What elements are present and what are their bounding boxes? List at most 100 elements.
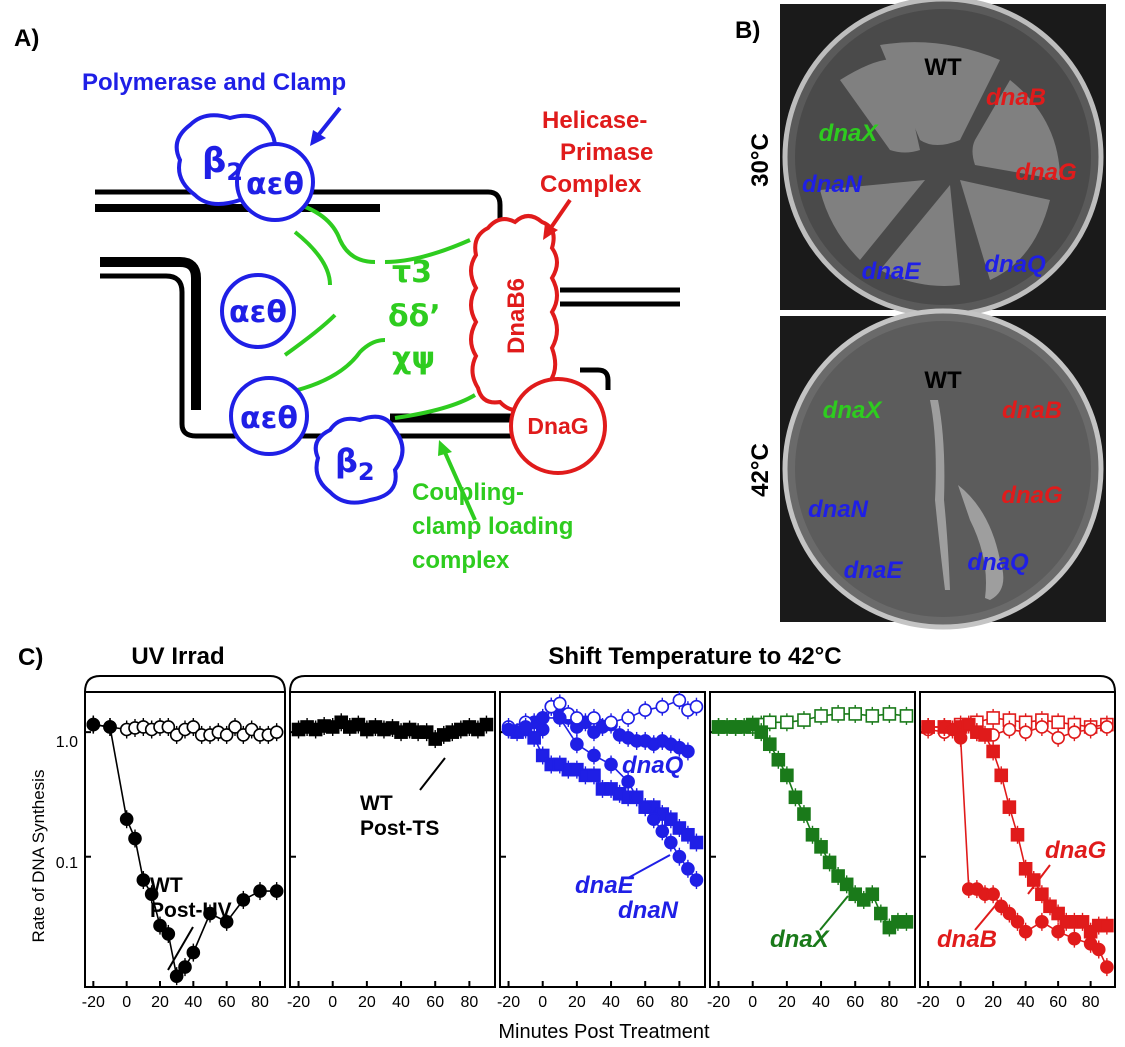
- data-point-1-1-5: [144, 887, 159, 902]
- data-point-3-3-12: [664, 835, 678, 850]
- data-point-5-1-9: [1067, 725, 1082, 739]
- subplot-5: -20 0 20 40 60 80: [917, 708, 1114, 1011]
- annot-dnaE: dnaE: [575, 872, 635, 899]
- data-point-4-1-5: [754, 725, 769, 739]
- data-point-4-1-11: [805, 827, 820, 842]
- x-tick-label-2-2: 20: [358, 994, 376, 1011]
- plate30-dnaQ: dnaQ: [984, 251, 1046, 278]
- data-point-5-3-9: [1002, 906, 1017, 921]
- data-point-1-1-8: [169, 969, 184, 983]
- polymerase-arrow: [314, 106, 342, 140]
- data-point-3-3-8: [629, 790, 644, 805]
- coupling-label-3: complex: [412, 547, 510, 574]
- aet-label-1: αεθ: [246, 167, 304, 202]
- x-tick-label-3-1: 0: [538, 994, 547, 1011]
- data-point-5-0-8: [1051, 715, 1065, 730]
- data-point-3-1-11: [655, 699, 670, 714]
- data-point-1-1-11: [203, 906, 217, 921]
- plate42-dnaN: dnaN: [808, 496, 869, 523]
- coupling-lines: [283, 200, 477, 420]
- panel-b-label: B): [735, 17, 760, 44]
- data-point-4-0-5: [780, 715, 794, 730]
- data-point-3-3-11: [655, 824, 670, 839]
- dnab6-label: DnaB6: [503, 278, 530, 354]
- x-tick-label-5-5: 80: [1082, 994, 1100, 1011]
- subplot-frame-5: [919, 691, 1116, 988]
- data-point-1-1-14: [253, 884, 267, 898]
- tau-label: τ3: [392, 255, 432, 290]
- x-tick-label-3-4: 60: [636, 994, 654, 1011]
- aet-label-3: αεθ: [240, 401, 298, 436]
- x-tick-label-4-1: 0: [748, 994, 757, 1011]
- data-point-3-3-2: [535, 711, 550, 725]
- data-point-5-3-7: [986, 887, 1000, 902]
- subplot-2: -20 0 20 40 60 80: [287, 713, 494, 1011]
- annot-ts-line: [419, 757, 446, 791]
- x-tick-label-3-2: 20: [568, 994, 586, 1011]
- x-tick-label-4-4: 60: [846, 994, 864, 1011]
- data-point-5-2-12: [1035, 887, 1049, 902]
- bracket-shift: [289, 675, 1116, 693]
- subplot-1: -20 0 20 40 60 80: [82, 715, 284, 1011]
- bracket-uv: [84, 675, 286, 693]
- data-point-1-1-9: [178, 960, 192, 974]
- data-point-3-3-10: [646, 812, 661, 827]
- x-tick-label-1-5: 80: [251, 994, 269, 1011]
- x-tick-label-3-0: -20: [497, 994, 520, 1011]
- annot-dnaE-line: [627, 854, 671, 879]
- beta-top: β2: [202, 141, 243, 186]
- x-tick-label-1-0: -20: [82, 994, 105, 1011]
- beta-bottom: β2: [335, 442, 375, 486]
- subplot-4: -20 0 20 40 60 80: [707, 704, 914, 1011]
- data-point-5-1-10: [1083, 722, 1098, 737]
- data-point-1-1-4: [136, 873, 151, 887]
- x-tick-label-2-4: 60: [426, 994, 444, 1011]
- panel-b: B) 30°C 42°C WT dnaX dnaB dnaN dnaG d: [735, 0, 1106, 630]
- plate42-dnaG: dnaG: [1001, 482, 1062, 509]
- plate42-wt: WT: [924, 367, 962, 394]
- data-point-3-1-14: [689, 699, 704, 714]
- data-point-5-3-2: [945, 722, 960, 737]
- data-point-1-1-10: [186, 945, 201, 960]
- data-point-5-2-10: [1018, 861, 1033, 876]
- plate30-dnaE: dnaE: [862, 258, 922, 285]
- data-point-3-3-15: [689, 873, 704, 887]
- x-tick-label-2-3: 40: [392, 994, 410, 1011]
- data-point-4-1-8: [780, 768, 794, 783]
- data-point-1-0-10: [186, 720, 201, 734]
- delta-label: δδ’: [388, 299, 441, 334]
- temp-30-label: 30°C: [747, 133, 774, 187]
- data-point-3-1-4: [552, 696, 567, 711]
- data-point-5-3-14: [1067, 931, 1082, 946]
- data-point-3-0-20: [681, 744, 695, 759]
- data-point-5-2-20: [1100, 918, 1114, 933]
- data-point-1-1-6: [153, 918, 167, 933]
- annot-post-ts: Post-TS: [360, 817, 439, 840]
- data-point-3-3-1: [518, 720, 533, 734]
- plate30-dnaN: dnaN: [802, 171, 863, 198]
- aet-label-2: αεθ: [229, 295, 287, 330]
- coupling-label-2: clamp loading: [412, 513, 573, 540]
- data-point-3-3-9: [638, 800, 653, 814]
- data-point-4-0-6: [797, 713, 811, 727]
- data-point-5-2-17: [1075, 915, 1090, 929]
- data-point-4-1-15: [839, 877, 854, 892]
- data-point-4-1-7: [771, 752, 786, 767]
- data-point-5-2-5: [978, 728, 992, 742]
- data-point-5-2-6: [986, 744, 1000, 759]
- annot-dnaX: dnaX: [770, 926, 831, 953]
- data-point-5-3-16: [1091, 942, 1106, 957]
- data-point-3-1-7: [587, 711, 601, 725]
- data-point-5-1-6: [1018, 725, 1033, 739]
- bracket-uv-label: UV Irrad: [131, 643, 224, 670]
- x-tick-label-4-0: -20: [707, 994, 730, 1011]
- plate-30-labels: WT dnaX dnaB dnaN dnaG dnaE dnaQ: [802, 54, 1077, 285]
- data-point-3-3-13: [672, 849, 687, 864]
- x-tick-label-2-1: 0: [328, 994, 337, 1011]
- annot-dnaX-line: [819, 895, 849, 931]
- data-point-2-0-22: [479, 717, 494, 732]
- data-point-3-1-12: [672, 693, 687, 708]
- data-point-3-1-9: [621, 711, 635, 725]
- data-point-3-1-8: [604, 715, 618, 730]
- data-point-5-3-10: [1010, 915, 1025, 929]
